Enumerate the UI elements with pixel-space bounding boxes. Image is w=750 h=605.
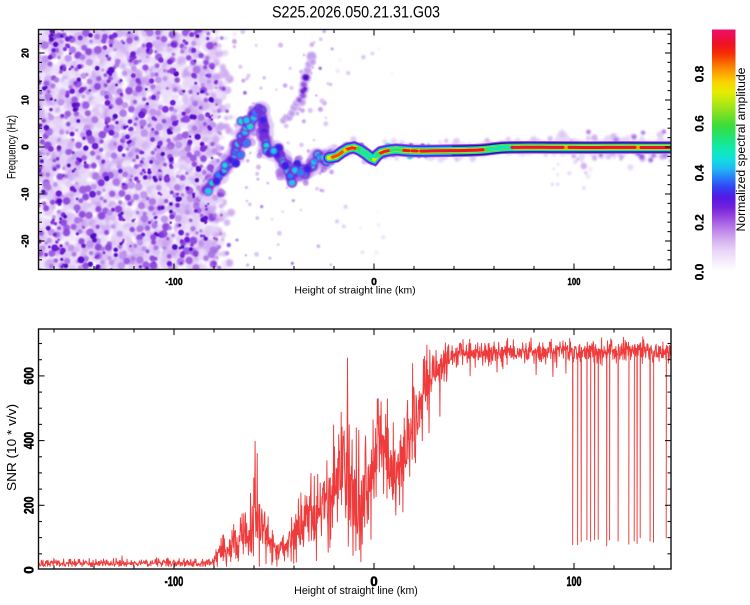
svg-text:-100: -100 xyxy=(165,574,184,589)
svg-text:200: 200 xyxy=(22,497,37,514)
svg-text:Frequency (Hz): Frequency (Hz) xyxy=(5,115,19,179)
svg-text:20: 20 xyxy=(21,48,32,58)
svg-text:0.8: 0.8 xyxy=(693,65,707,82)
svg-text:-100: -100 xyxy=(165,277,182,288)
svg-text:0: 0 xyxy=(21,144,32,150)
svg-text:0.2: 0.2 xyxy=(693,214,707,231)
svg-text:Height of straight line (km): Height of straight line (km) xyxy=(294,585,418,597)
svg-text:S225.2026.050.21.31.G03: S225.2026.050.21.31.G03 xyxy=(272,4,440,22)
svg-text:Normalized spectral amplitude: Normalized spectral amplitude xyxy=(734,67,748,231)
svg-text:0: 0 xyxy=(370,574,378,589)
svg-text:0.4: 0.4 xyxy=(693,164,707,181)
svg-text:Height of straight line (km): Height of straight line (km) xyxy=(294,286,415,297)
svg-text:0: 0 xyxy=(371,277,377,288)
svg-text:600: 600 xyxy=(22,367,37,384)
svg-text:0.6: 0.6 xyxy=(693,115,707,132)
svg-text:SNR (10 * v/v): SNR (10 * v/v) xyxy=(4,404,19,491)
svg-text:100: 100 xyxy=(567,574,582,589)
svg-text:0: 0 xyxy=(22,566,37,574)
svg-text:10: 10 xyxy=(21,95,32,105)
svg-text:-20: -20 xyxy=(21,234,32,247)
svg-text:400: 400 xyxy=(22,432,37,449)
svg-text:100: 100 xyxy=(568,277,581,288)
svg-text:0.0: 0.0 xyxy=(693,263,707,280)
svg-text:-10: -10 xyxy=(21,187,32,200)
